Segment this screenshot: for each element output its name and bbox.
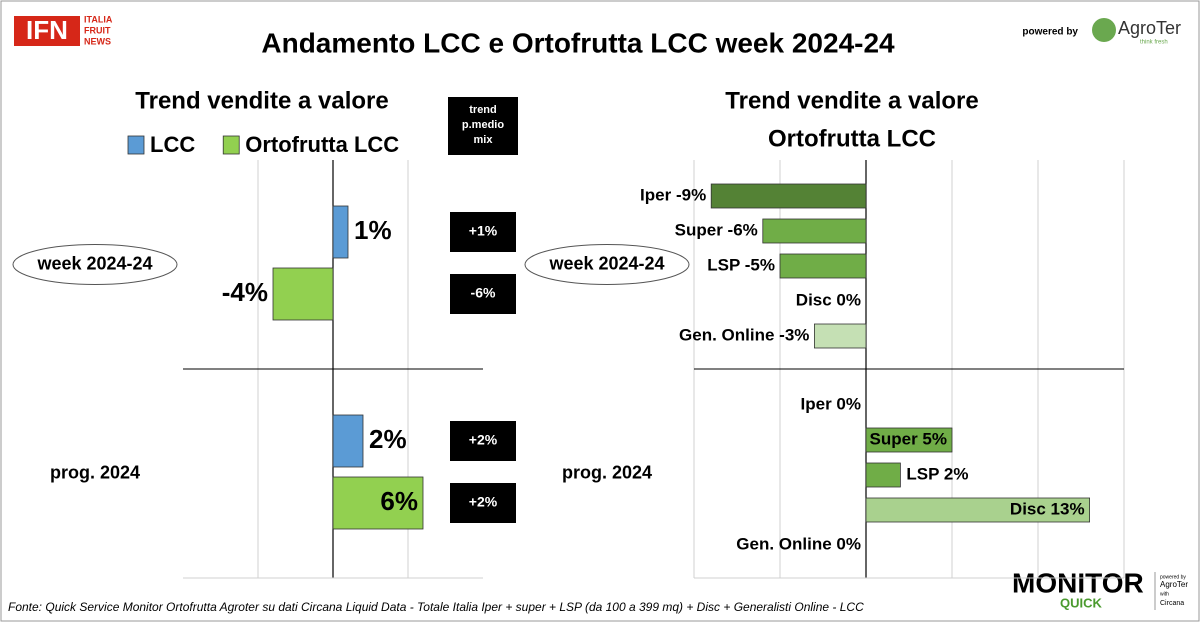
trend-header: trend p.medio mix — [462, 104, 504, 146]
value-label: 2% — [369, 424, 407, 454]
value-label: LSP 2% — [906, 464, 968, 483]
bar — [865, 462, 901, 488]
source: Fonte: Quick Service Monitor Ortofrutta … — [8, 600, 864, 614]
trend-box — [450, 483, 516, 523]
legend-label: Ortofrutta LCC — [245, 132, 399, 157]
category-label: prog. 2024 — [50, 462, 140, 482]
trend-box — [450, 421, 516, 461]
category-label: week 2024-24 — [548, 253, 664, 273]
bar — [332, 205, 349, 259]
bar — [779, 253, 867, 279]
logo-sub: NEWS — [84, 36, 111, 46]
value-label: Disc 13% — [1010, 499, 1085, 518]
chart-title: Trend vendite a valore — [725, 87, 978, 114]
logo-box — [14, 16, 80, 46]
bar — [332, 414, 364, 468]
value-label: Iper -9% — [640, 185, 706, 204]
badge: with — [1160, 591, 1169, 597]
page-title: Andamento LCC e Ortofrutta LCC week 2024… — [261, 27, 895, 58]
bar — [865, 427, 953, 453]
trend-label: +1% — [469, 223, 498, 239]
value-label: Super 5% — [870, 429, 947, 448]
value-label: 1% — [354, 215, 392, 245]
legend-swatch — [127, 135, 145, 155]
bar — [272, 267, 334, 321]
legend-swatch — [222, 135, 240, 155]
footer-logo-sub: QUICK — [1060, 595, 1103, 610]
trend-label: -6% — [471, 285, 496, 301]
logo: IFN — [26, 15, 68, 45]
category-label: prog. 2024 — [562, 462, 652, 482]
value-label: -4% — [222, 277, 268, 307]
trend-header-box — [448, 97, 518, 155]
trend-box — [450, 274, 516, 314]
brand: AgroTer — [1118, 18, 1181, 38]
trend-label: +2% — [469, 432, 498, 448]
trend-box — [450, 212, 516, 252]
trend-label: +2% — [469, 494, 498, 510]
category-highlight — [524, 244, 690, 285]
value-label: Gen. Online -3% — [679, 325, 809, 344]
category-label: week 2024-24 — [36, 253, 152, 273]
value-label: 6% — [380, 486, 418, 516]
chart-title: Trend vendite a valore — [135, 87, 388, 114]
bar — [710, 183, 867, 209]
value-label: LSP -5% — [707, 255, 775, 274]
bar — [814, 323, 867, 349]
value-label: Super -6% — [675, 220, 758, 239]
logo-sub: FRUIT — [84, 25, 111, 35]
brand-sub: think fresh — [1140, 40, 1168, 46]
chart-subtitle: Ortofrutta LCC — [768, 125, 936, 152]
powered-by: powered by — [1022, 27, 1078, 38]
value-label: Disc 0% — [796, 290, 861, 309]
badge: AgroTer — [1160, 580, 1188, 589]
badge: Circana — [1160, 600, 1184, 607]
value-label: Gen. Online 0% — [736, 534, 861, 553]
footer-logo: MONITOR — [1012, 567, 1144, 598]
bar — [762, 218, 867, 244]
logo-sub: ITALIA — [84, 14, 113, 24]
legend-label: LCC — [150, 132, 195, 157]
bar — [332, 476, 424, 530]
value-label: Iper 0% — [801, 394, 861, 413]
brand-icon — [1092, 18, 1116, 42]
badge: powered by — [1160, 574, 1186, 580]
bar — [865, 497, 1091, 523]
category-highlight — [12, 244, 178, 285]
